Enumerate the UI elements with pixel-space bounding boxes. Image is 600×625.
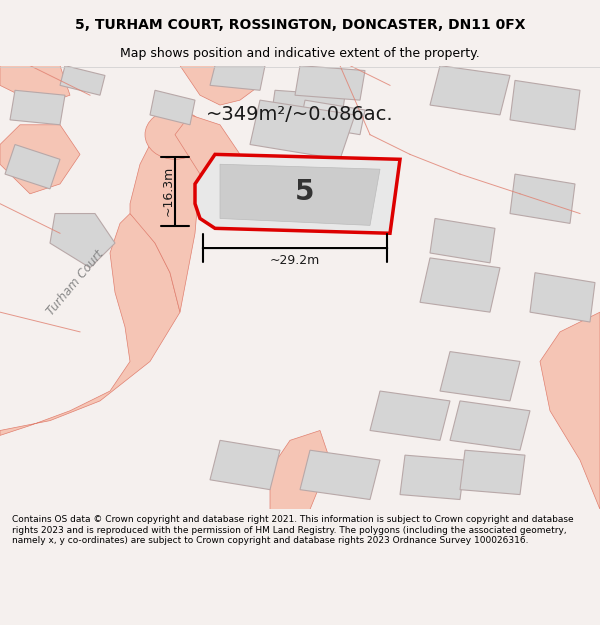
Polygon shape [510,81,580,130]
Polygon shape [210,441,280,489]
Polygon shape [195,154,400,233]
Polygon shape [60,66,105,95]
Polygon shape [300,450,380,499]
Polygon shape [430,219,495,263]
Polygon shape [270,90,345,130]
Polygon shape [400,455,465,499]
Text: Map shows position and indicative extent of the property.: Map shows position and indicative extent… [120,48,480,60]
Polygon shape [420,258,500,312]
Text: Contains OS data © Crown copyright and database right 2021. This information is : Contains OS data © Crown copyright and d… [12,515,574,545]
Polygon shape [180,66,260,105]
Polygon shape [370,391,450,441]
Polygon shape [130,115,200,312]
Polygon shape [460,450,525,494]
Text: Turham Court: Turham Court [44,248,106,318]
Polygon shape [450,401,530,450]
Text: 5: 5 [295,178,315,206]
Polygon shape [220,164,380,226]
Text: ~29.2m: ~29.2m [270,254,320,268]
Text: ~16.3m: ~16.3m [161,166,175,216]
Polygon shape [0,214,180,436]
Polygon shape [295,66,365,100]
Polygon shape [270,431,330,509]
Polygon shape [540,312,600,509]
Polygon shape [10,90,65,125]
Text: ~349m²/~0.086ac.: ~349m²/~0.086ac. [206,106,394,124]
Polygon shape [300,100,365,134]
Polygon shape [510,174,575,223]
Polygon shape [250,100,355,159]
Text: 5, TURHAM COURT, ROSSINGTON, DONCASTER, DN11 0FX: 5, TURHAM COURT, ROSSINGTON, DONCASTER, … [75,18,525,32]
Polygon shape [50,214,115,268]
Polygon shape [440,352,520,401]
Polygon shape [0,125,80,194]
Polygon shape [0,66,70,105]
Polygon shape [210,66,265,90]
Polygon shape [5,144,60,189]
Polygon shape [530,272,595,322]
Ellipse shape [145,110,205,159]
Polygon shape [175,115,240,184]
Polygon shape [430,66,510,115]
Polygon shape [150,90,195,125]
